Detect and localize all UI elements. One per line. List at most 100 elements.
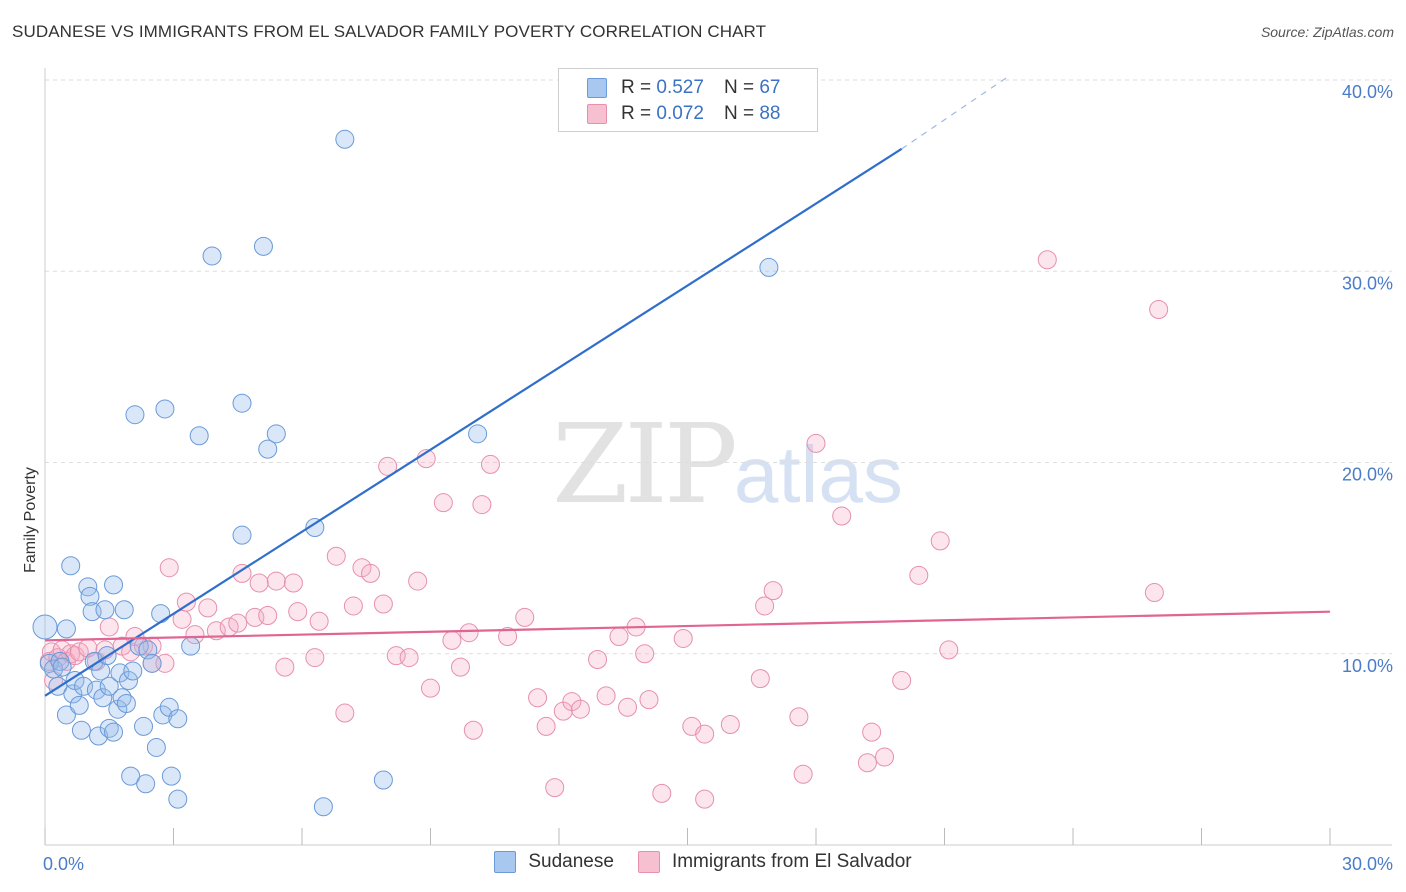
data-point-sudanese bbox=[313, 797, 333, 817]
data-point-el-salvador bbox=[309, 611, 329, 631]
data-point-sudanese bbox=[151, 604, 171, 624]
trend-line-el-salvador bbox=[44, 610, 1331, 642]
chart-source: Source: ZipAtlas.com bbox=[1260, 24, 1394, 40]
data-point-sudanese bbox=[155, 399, 175, 419]
data-point-sudanese bbox=[78, 577, 98, 597]
data-point-sudanese bbox=[202, 246, 222, 266]
data-point-el-salvador bbox=[399, 648, 419, 668]
legend-swatch-sudanese bbox=[494, 851, 517, 873]
data-point-sudanese bbox=[142, 653, 162, 673]
data-point-el-salvador bbox=[1149, 300, 1169, 319]
data-point-el-salvador bbox=[459, 623, 479, 643]
data-point-sudanese bbox=[136, 774, 156, 794]
data-point-el-salvador bbox=[275, 657, 295, 677]
watermark-atlas: atlas bbox=[733, 430, 903, 519]
legend-n-label: N = bbox=[723, 103, 755, 124]
legend-row-sudanese: R = 0.527 N = 67 bbox=[587, 76, 780, 100]
data-point-el-salvador bbox=[378, 456, 398, 476]
data-point-el-salvador bbox=[545, 778, 565, 798]
data-point-el-salvador bbox=[343, 596, 363, 616]
data-point-el-salvador bbox=[536, 716, 556, 736]
data-point-el-salvador bbox=[433, 493, 453, 513]
data-point-el-salvador bbox=[1144, 583, 1164, 603]
data-point-sudanese bbox=[134, 716, 154, 736]
data-point-el-salvador bbox=[720, 715, 740, 735]
data-point-el-salvador bbox=[480, 454, 500, 474]
data-point-el-salvador bbox=[228, 613, 248, 633]
legend-swatch-el-salvador bbox=[637, 851, 660, 873]
legend-item-sudanese[interactable]: Sudanese bbox=[494, 851, 614, 873]
data-point-el-salvador bbox=[266, 571, 286, 591]
data-point-sudanese bbox=[335, 129, 355, 149]
data-point-el-salvador bbox=[862, 722, 882, 742]
legend-label-el-salvador: Immigrants from El Salvador bbox=[671, 851, 912, 872]
legend-r-value-sudanese: 0.527 bbox=[656, 77, 704, 98]
data-point-el-salvador bbox=[305, 648, 325, 668]
data-point-el-salvador bbox=[618, 697, 638, 717]
data-point-el-salvador bbox=[789, 707, 809, 727]
data-point-el-salvador bbox=[463, 720, 483, 740]
data-point-sudanese bbox=[232, 393, 252, 413]
data-point-sudanese bbox=[116, 693, 136, 713]
data-point-el-salvador bbox=[596, 686, 616, 706]
data-point-el-salvador bbox=[909, 565, 929, 585]
data-point-el-salvador bbox=[639, 690, 659, 710]
tick-labels: 10.0% 20.0% 30.0% 40.0% 0.0% 30.0% bbox=[43, 82, 1393, 874]
data-point-sudanese bbox=[373, 770, 393, 790]
data-point-el-salvador bbox=[755, 596, 775, 616]
data-point-el-salvador bbox=[498, 627, 518, 647]
data-point-sudanese bbox=[52, 657, 72, 677]
data-point-el-salvador bbox=[442, 630, 462, 650]
data-point-sudanese bbox=[168, 709, 188, 729]
chart-title: SUDANESE VS IMMIGRANTS FROM EL SALVADOR … bbox=[12, 22, 767, 41]
y-tick-label: 30.0% bbox=[1342, 273, 1393, 293]
data-point-el-salvador bbox=[408, 571, 428, 591]
data-point-sudanese bbox=[80, 586, 100, 606]
data-point-el-salvador bbox=[793, 764, 813, 784]
legend-row-el-salvador: R = 0.072 N = 88 bbox=[587, 102, 780, 126]
watermark-zip: ZIP bbox=[552, 400, 738, 528]
data-point-sudanese bbox=[161, 766, 181, 786]
data-point-el-salvador bbox=[570, 699, 590, 719]
data-point-sudanese bbox=[71, 720, 91, 740]
y-tick-label: 10.0% bbox=[1342, 656, 1393, 676]
data-point-el-salvador bbox=[939, 640, 959, 660]
legend-n-label: N = bbox=[723, 77, 755, 98]
data-point-sudanese bbox=[86, 680, 106, 700]
data-point-el-salvador bbox=[421, 678, 440, 698]
data-point-sudanese bbox=[93, 688, 113, 708]
data-point-el-salvador bbox=[930, 531, 950, 551]
data-point-sudanese bbox=[32, 614, 58, 640]
data-point-sudanese bbox=[258, 439, 278, 459]
legend-item-el-salvador[interactable]: Immigrants from El Salvador bbox=[637, 851, 912, 873]
data-point-sudanese bbox=[146, 737, 166, 757]
data-point-sudanese bbox=[181, 636, 201, 656]
data-point-sudanese bbox=[56, 705, 76, 725]
data-point-el-salvador bbox=[258, 606, 278, 625]
data-point-el-salvador bbox=[588, 649, 608, 669]
data-point-el-salvador bbox=[472, 495, 492, 515]
data-point-el-salvador bbox=[232, 563, 252, 583]
data-point-el-salvador bbox=[609, 627, 629, 647]
data-point-el-salvador bbox=[206, 621, 226, 641]
data-point-sudanese bbox=[468, 424, 488, 444]
data-point-el-salvador bbox=[176, 592, 196, 612]
legend-r-label: R = bbox=[621, 103, 652, 124]
data-point-sudanese bbox=[123, 661, 143, 681]
data-point-el-salvador bbox=[185, 625, 205, 645]
legend-r-label: R = bbox=[621, 77, 652, 98]
data-point-el-salvador bbox=[1037, 250, 1057, 270]
data-point-sudanese bbox=[232, 525, 252, 545]
data-point-sudanese bbox=[104, 575, 124, 595]
data-point-el-salvador bbox=[857, 753, 877, 773]
data-point-el-salvador bbox=[673, 628, 693, 648]
data-point-el-salvador bbox=[198, 598, 218, 618]
legend-n-value-sudanese: 67 bbox=[759, 77, 781, 98]
data-point-sudanese bbox=[104, 722, 124, 742]
data-point-sudanese bbox=[56, 619, 76, 639]
data-point-el-salvador bbox=[335, 703, 355, 723]
data-point-el-salvador bbox=[763, 581, 783, 601]
data-point-sudanese bbox=[266, 424, 286, 444]
trend-line-sudanese-extension bbox=[901, 75, 1010, 150]
x-tick-label: 30.0% bbox=[1342, 854, 1393, 874]
